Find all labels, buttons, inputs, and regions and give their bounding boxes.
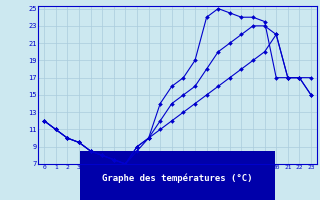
X-axis label: Graphe des températures (°C): Graphe des températures (°C) [102,173,253,183]
